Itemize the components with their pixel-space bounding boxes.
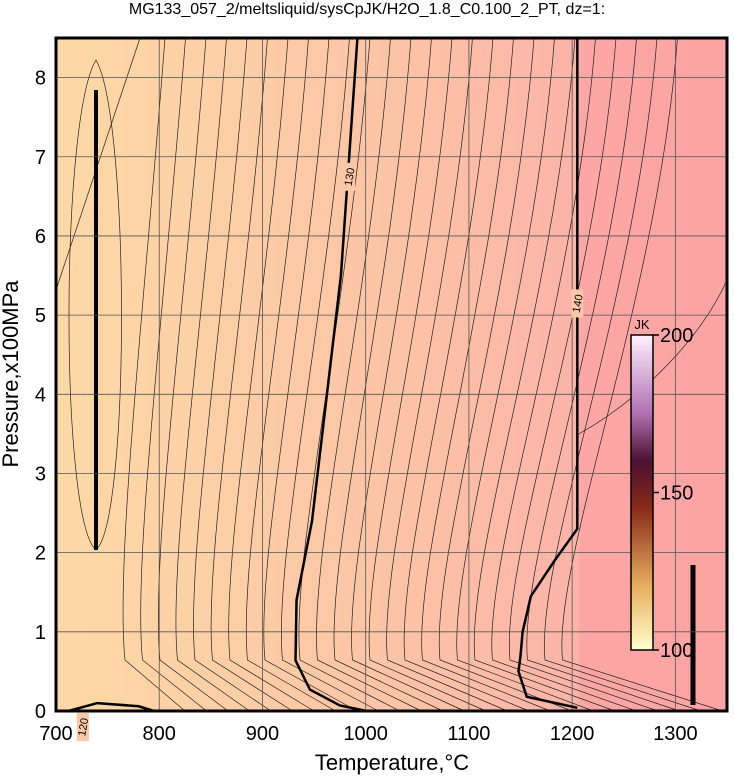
- thin-contour: [438, 37, 573, 712]
- y-tick-label: 0: [35, 701, 46, 723]
- contour-line: [294, 37, 367, 713]
- thin-contour: [403, 37, 530, 712]
- plot-background: [56, 38, 727, 711]
- contour-line: [517, 38, 579, 710]
- y-tick-label: 8: [35, 68, 46, 90]
- x-tick-label: 700: [39, 723, 72, 745]
- contour-label: 130: [343, 167, 358, 187]
- thin-contour: [263, 37, 358, 712]
- contour-label: 140: [571, 294, 586, 314]
- thin-contour: [210, 37, 293, 712]
- x-tick-label: 800: [143, 723, 176, 745]
- x-tick-label: 1100: [447, 723, 490, 745]
- x-tick-label: 1000: [343, 723, 388, 745]
- thin-contour: [280, 37, 379, 712]
- thin-contours: [55, 37, 728, 712]
- thin-contour: [175, 37, 250, 712]
- thin-contour: [245, 37, 336, 712]
- contour-line: [68, 701, 155, 713]
- x-tick-label: 900: [246, 723, 279, 745]
- thin-contour: [316, 37, 422, 712]
- y-tick-label: 2: [35, 543, 46, 565]
- thin-contour: [526, 37, 680, 712]
- colorbar: [630, 334, 654, 651]
- x-tick-label: 1300: [653, 723, 698, 745]
- thin-contour: [543, 37, 702, 712]
- thin-contour: [473, 37, 616, 712]
- thin-contour: [122, 37, 186, 712]
- colorbar-tick-label: 100: [660, 640, 693, 662]
- thin-contour: [140, 37, 207, 712]
- contours: 120 130 140: [68, 37, 586, 742]
- colorbar-label: JK: [634, 317, 650, 332]
- y-tick-label: 6: [35, 226, 46, 248]
- thin-contour: [333, 37, 444, 712]
- thin-contour: [456, 37, 594, 712]
- thin-contour: [68, 59, 122, 551]
- thin-contour: [157, 37, 229, 712]
- contour-label-bg: [76, 713, 89, 742]
- y-axis-label: Pressure,x100MPa: [0, 280, 23, 468]
- plot-frame: [54, 36, 729, 713]
- y-tick-label: 3: [35, 463, 46, 485]
- y-tick-label: 4: [35, 384, 46, 406]
- contour-label: 120: [76, 717, 91, 737]
- y-tick-label: 1: [35, 622, 46, 644]
- thin-contour: [576, 279, 728, 436]
- contour-label-bg: [571, 289, 584, 318]
- colorbar-tick-label: 150: [660, 483, 693, 505]
- thin-contour: [491, 37, 637, 712]
- thin-contour: [193, 37, 272, 712]
- thin-contour: [508, 37, 659, 712]
- colorbar-tick-label: 200: [660, 325, 693, 347]
- y-tick-label: 5: [35, 305, 46, 327]
- thin-contour: [368, 37, 487, 712]
- thin-contour: [351, 37, 465, 712]
- thin-contour: [386, 37, 508, 712]
- x-axis-label: Temperature,°C: [315, 750, 469, 775]
- thin-contour: [561, 37, 723, 712]
- x-tick-label: 1200: [550, 723, 595, 745]
- thin-contour: [298, 37, 401, 712]
- thin-contour: [421, 37, 551, 712]
- y-tick-label: 7: [35, 147, 46, 169]
- thin-contour: [228, 37, 315, 712]
- contour-label-bg: [343, 162, 356, 191]
- colorbar-ticks: 100 150 200: [653, 325, 693, 662]
- chart-title: MG133_057_2/meltsliquid/sysCpJK/H2O_1.8_…: [129, 1, 605, 18]
